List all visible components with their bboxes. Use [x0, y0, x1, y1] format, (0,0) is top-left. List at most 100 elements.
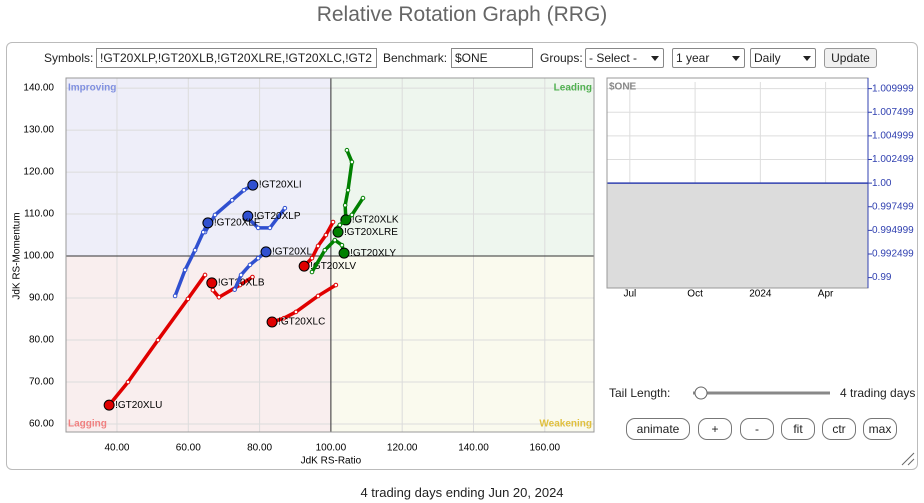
- series-label: !GT20XLC: [278, 317, 325, 328]
- tail-point: [247, 262, 253, 268]
- tail-point: [255, 225, 261, 231]
- head-point: [242, 210, 254, 222]
- tail-point: [360, 195, 366, 201]
- series-label: !GT20XLRE: [344, 227, 398, 238]
- tail-point: [293, 309, 299, 315]
- tail-point: [332, 237, 338, 243]
- y-tick-label: 0.997499: [872, 201, 914, 212]
- tail-point: [250, 274, 255, 280]
- tail-point: [349, 159, 355, 165]
- x-tick-label: 80.00: [247, 443, 272, 454]
- x-tick-label: 100.00: [316, 443, 347, 454]
- y-tick-label: 1.009999: [872, 83, 914, 94]
- x-tick-label: Apr: [818, 289, 834, 300]
- series-label: !GT20XLK: [352, 215, 399, 226]
- plot-frame: [65, 77, 595, 433]
- control-button[interactable]: animate: [626, 418, 690, 440]
- period-select[interactable]: 1 year: [672, 48, 745, 68]
- y-tick-label: 140.00: [23, 83, 54, 94]
- tail-point: [200, 229, 206, 235]
- tail-point: [202, 272, 208, 278]
- y-tick-label: 100.00: [23, 251, 54, 262]
- series-label: !GT20XLB: [218, 278, 265, 289]
- series-label: !GT20XLF: [214, 218, 260, 229]
- tail-point: [309, 255, 315, 261]
- tail-point: [342, 202, 348, 208]
- tail-point: [216, 294, 222, 300]
- symbols-label: Symbols:: [44, 51, 94, 65]
- x-tick-label: 2024: [749, 289, 772, 300]
- y-tick-label: 80.00: [29, 335, 54, 346]
- groups-select[interactable]: - Select -: [585, 48, 664, 68]
- footer: 4 trading days ending Jun 20, 2024: [360, 485, 564, 500]
- tail-point: [229, 197, 235, 203]
- tail-point: [333, 282, 339, 288]
- symbols-input[interactable]: !GT20XLP,!GT20XLB,!GT20XLRE,!GT20XLC,!GT…: [96, 48, 377, 68]
- head-point: [202, 217, 214, 229]
- series-label: !GT20XLI: [259, 180, 302, 191]
- x-tick-label: Oct: [687, 289, 703, 300]
- control-button[interactable]: max: [863, 418, 897, 440]
- tail-point: [344, 147, 350, 153]
- y-tick-label: 0.994999: [872, 225, 914, 236]
- mini-chart-title: $ONE: [609, 82, 637, 93]
- control-button[interactable]: +: [698, 418, 732, 440]
- y-tick-label: 0.99: [872, 272, 892, 283]
- head-point: [298, 260, 310, 272]
- tail-point: [155, 337, 161, 343]
- x-axis-title: JdK RS-Ratio: [301, 456, 362, 467]
- tail-point: [281, 315, 287, 321]
- page-title: Relative Rotation Graph (RRG): [316, 3, 608, 26]
- tail-point: [232, 287, 237, 292]
- tail-point: [238, 272, 244, 278]
- x-tick-label: 60.00: [176, 443, 201, 454]
- quadrant-label: Weakening: [539, 419, 592, 430]
- head-point: [103, 399, 115, 411]
- panel: [6, 42, 918, 470]
- tail-length-label: Tail Length:: [609, 386, 671, 400]
- quadrant-label: Leading: [554, 83, 592, 94]
- tail-length-value: 4 trading days: [840, 386, 916, 400]
- tail-point: [172, 293, 178, 299]
- x-tick-label: 40.00: [104, 443, 129, 454]
- slider-knob[interactable]: [694, 386, 708, 400]
- x-tick-label: 160.00: [530, 443, 561, 454]
- y-tick-label: 0.992499: [872, 249, 914, 260]
- series-label: !GT20XLP: [254, 211, 301, 222]
- tail-point: [322, 247, 328, 253]
- control-button[interactable]: fit: [781, 418, 815, 440]
- control-button[interactable]: ctr: [822, 418, 856, 440]
- y-tick-label: 60.00: [29, 419, 54, 430]
- tail-point: [192, 247, 198, 253]
- update-button[interactable]: Update: [824, 48, 877, 68]
- tail-point: [210, 287, 216, 293]
- tail-point: [282, 205, 288, 211]
- head-point: [206, 277, 218, 289]
- x-tick-label: 140.00: [458, 443, 489, 454]
- quadrant-leading: [330, 78, 594, 257]
- y-tick-label: 1.00: [872, 178, 892, 189]
- control-button[interactable]: -: [740, 418, 774, 440]
- head-point: [260, 246, 272, 258]
- tail-point: [330, 219, 336, 225]
- groups-label: Groups:: [540, 51, 583, 65]
- x-tick-label: Jul: [623, 289, 636, 300]
- tail-point: [337, 222, 343, 228]
- resize-grip: [901, 452, 915, 466]
- head-point: [332, 226, 344, 238]
- benchmark-input[interactable]: $ONE: [451, 48, 533, 68]
- series-label: !GT20XL: [272, 246, 312, 257]
- tail-point: [241, 187, 247, 193]
- tail-point: [315, 293, 321, 299]
- y-tick-label: 1.002499: [872, 154, 914, 165]
- tail-point: [349, 212, 355, 218]
- y-tick-label: 90.00: [29, 293, 54, 304]
- y-tick-label: 130.00: [23, 125, 54, 136]
- tail-point: [309, 269, 315, 275]
- tail-point: [315, 243, 321, 249]
- frequency-select[interactable]: Daily: [750, 48, 816, 68]
- series-label: !GT20XLY: [350, 248, 396, 259]
- quadrant-label: Improving: [68, 83, 116, 94]
- area-fill: [607, 183, 868, 288]
